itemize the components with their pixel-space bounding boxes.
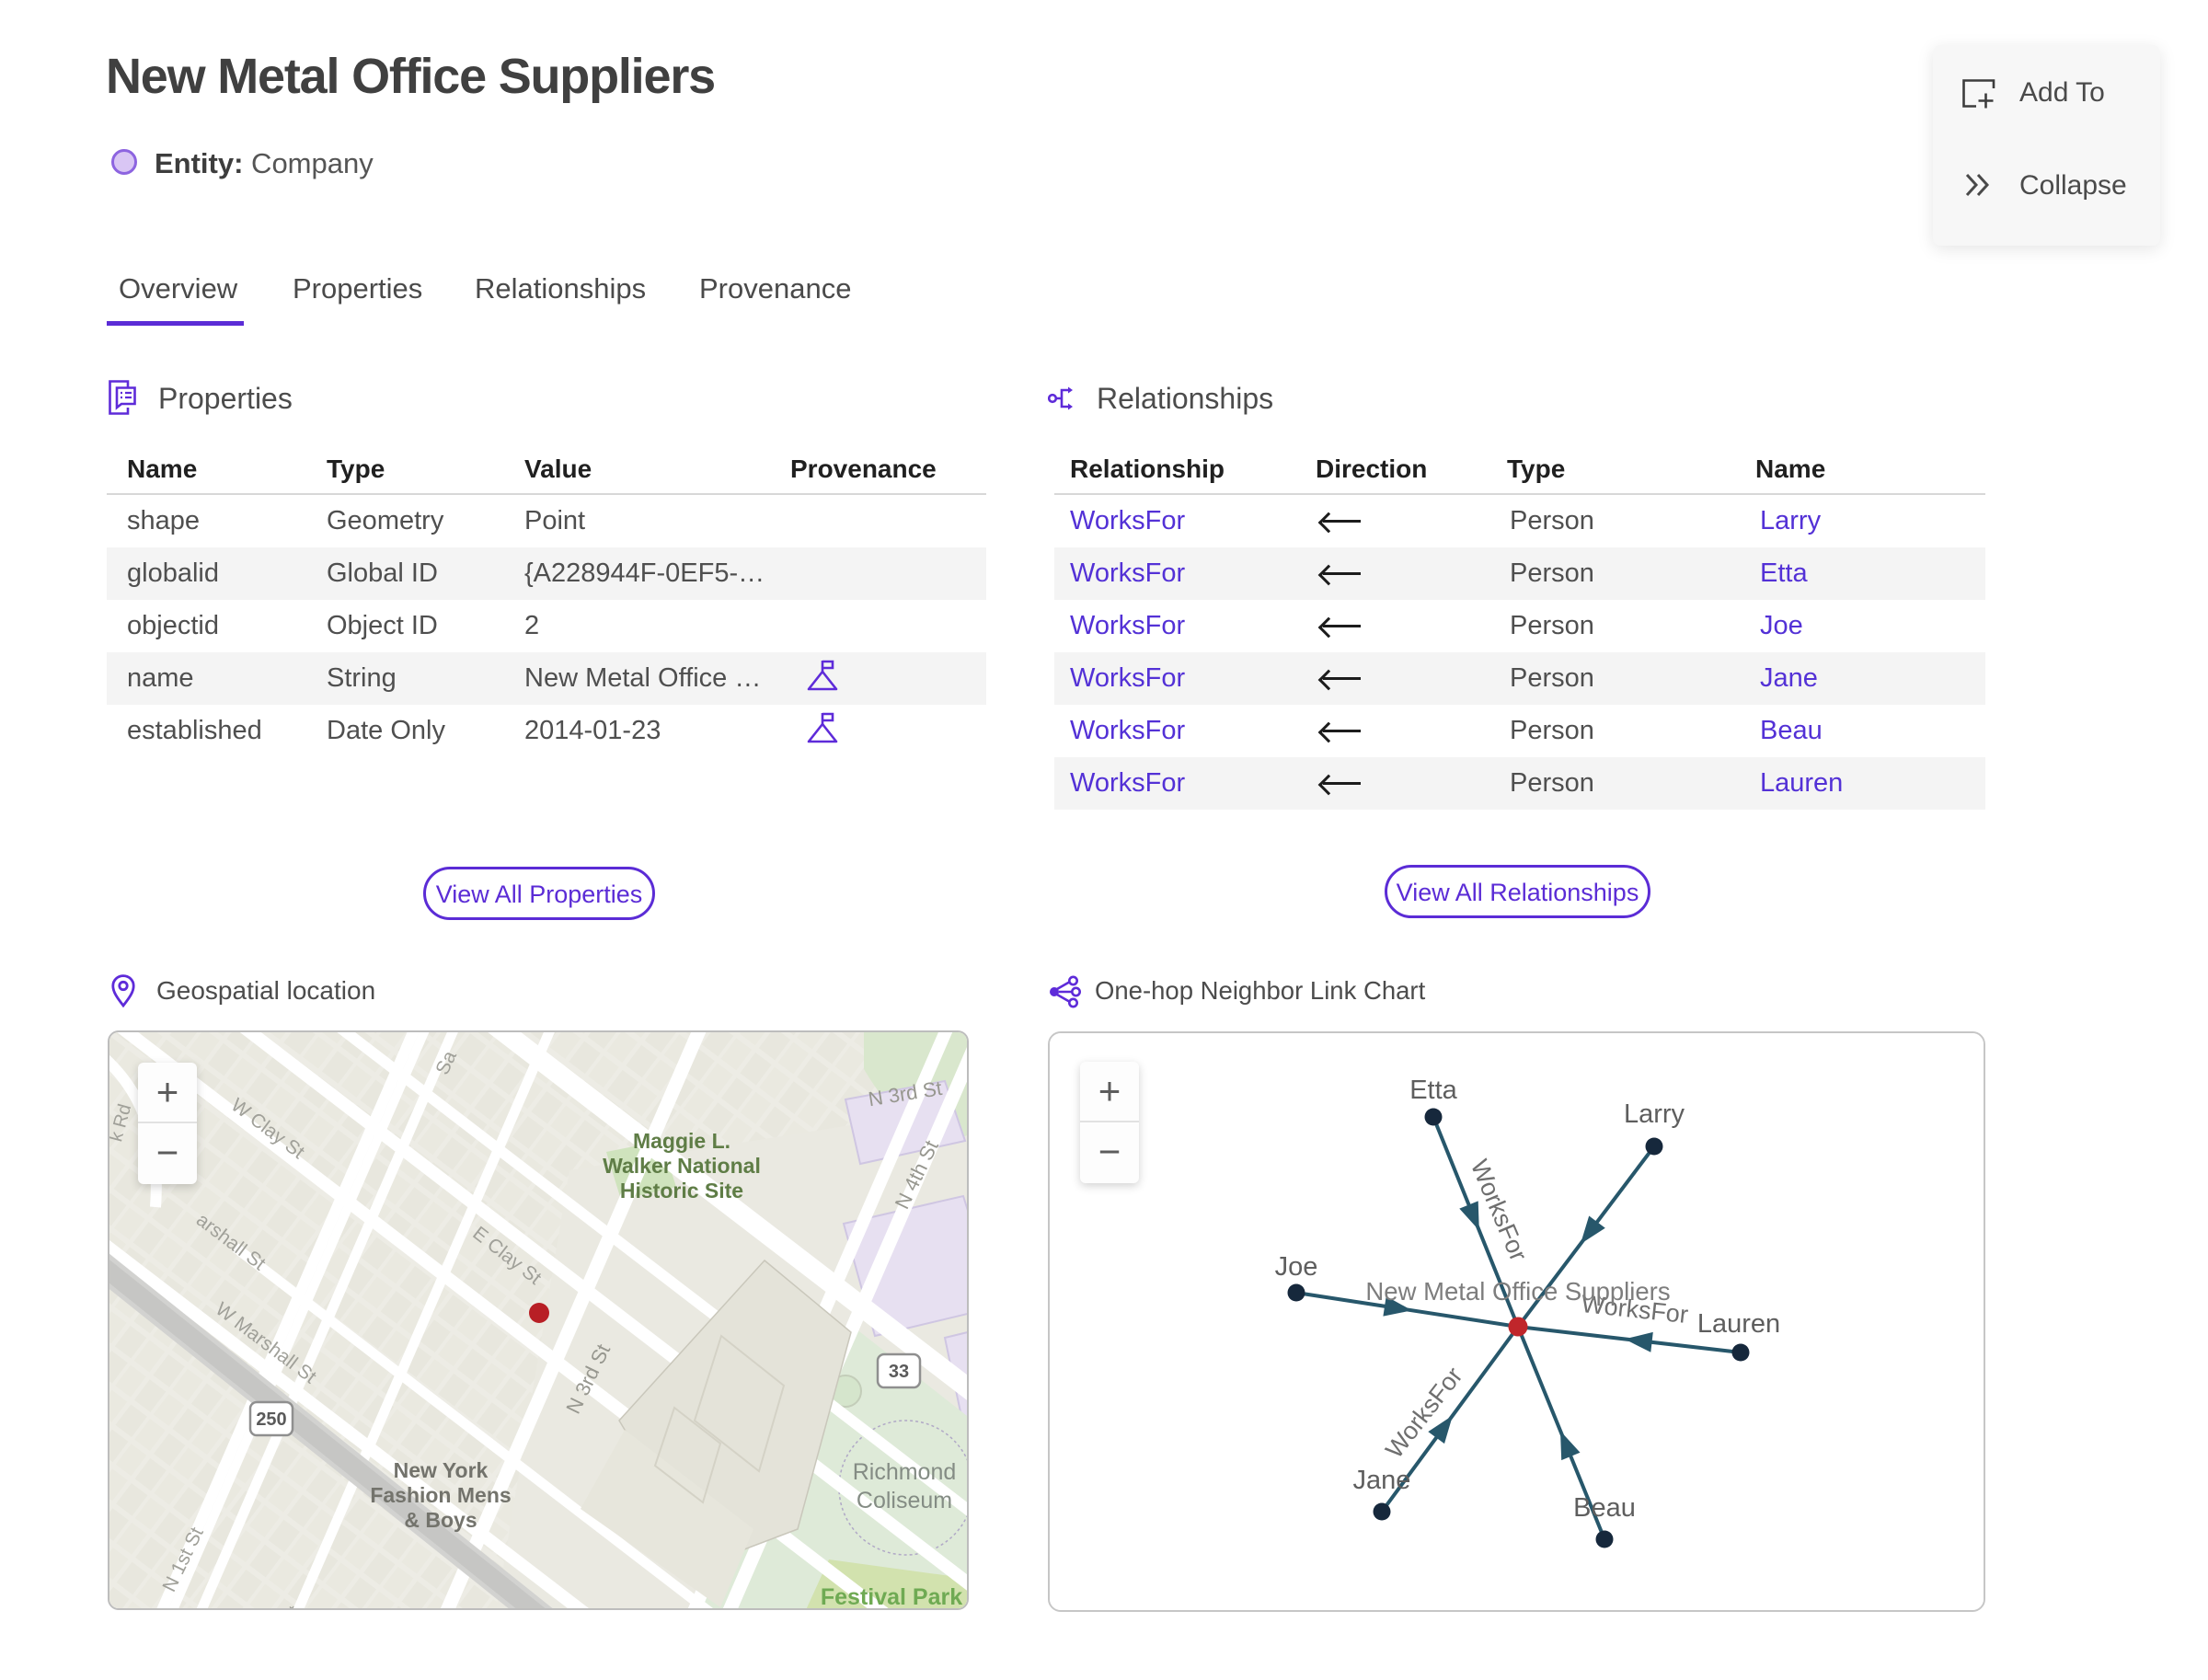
svg-text:New York: New York [394, 1458, 489, 1482]
svg-text:& Boys: & Boys [404, 1508, 477, 1532]
svg-text:Walker National: Walker National [603, 1154, 761, 1178]
svg-text:Maggie L.: Maggie L. [633, 1129, 730, 1153]
svg-text:Larry: Larry [1624, 1099, 1685, 1129]
svg-text:Coliseum: Coliseum [857, 1488, 952, 1513]
svg-text:Festival Park: Festival Park [821, 1584, 962, 1610]
svg-text:Joe: Joe [1275, 1252, 1318, 1282]
svg-text:St: St [278, 1602, 305, 1610]
svg-text:Beau: Beau [1573, 1493, 1636, 1523]
svg-text:Jane: Jane [1353, 1466, 1411, 1495]
svg-text:Lauren: Lauren [1697, 1309, 1780, 1339]
svg-text:Etta: Etta [1409, 1076, 1457, 1105]
svg-text:Richmond: Richmond [853, 1459, 957, 1485]
svg-text:33: 33 [889, 1362, 909, 1382]
svg-text:New Metal Office Suppliers: New Metal Office Suppliers [1365, 1277, 1670, 1306]
svg-text:Fashion Mens: Fashion Mens [370, 1483, 511, 1507]
svg-text:Historic Site: Historic Site [620, 1179, 743, 1202]
svg-text:250: 250 [256, 1410, 286, 1430]
